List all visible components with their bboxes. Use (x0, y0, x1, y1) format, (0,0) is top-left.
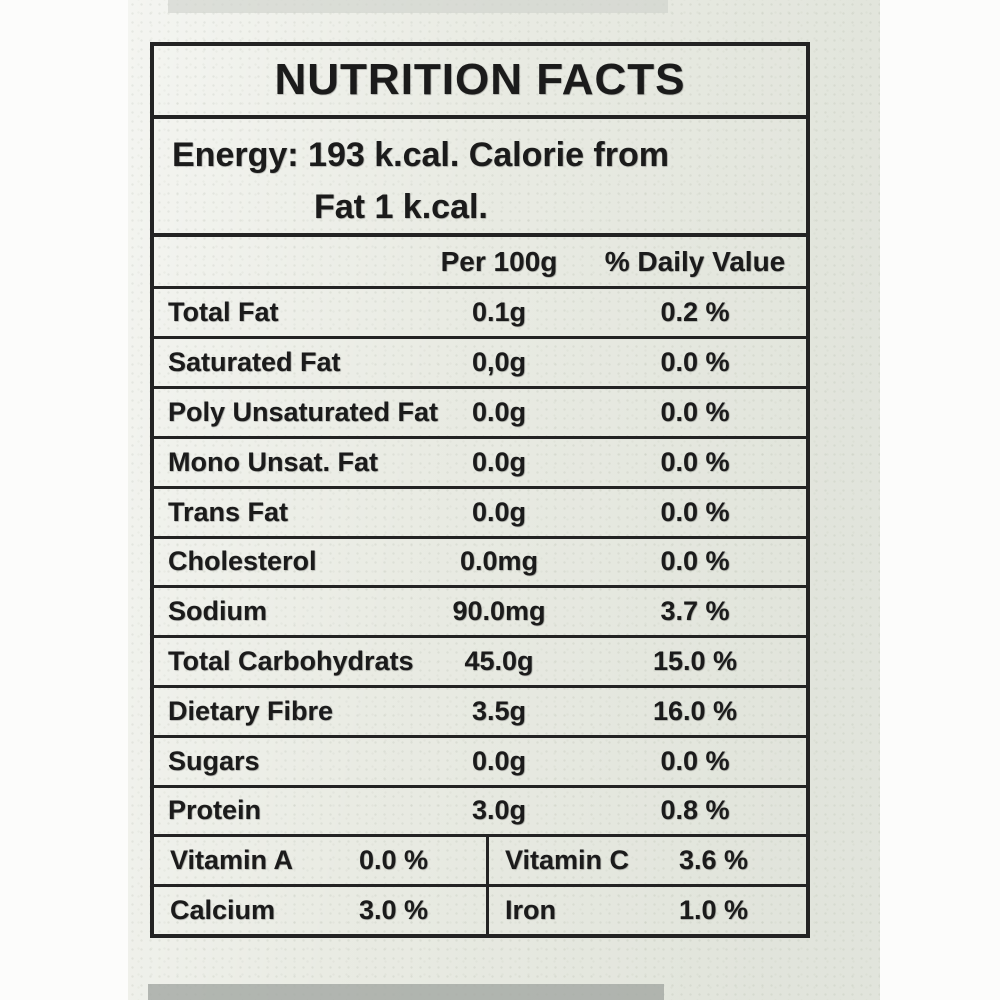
nutrient-amount: 90.0mg (452, 596, 546, 627)
table-row-sodium: Sodium 90.0mg 3.7 % (154, 588, 806, 639)
nutrient-daily-value: 0.0 % (660, 496, 730, 527)
nutrient-name: Saturated Fat (168, 347, 341, 378)
nutrient-name: Mono Unsat. Fat (168, 446, 378, 477)
micro-value: 1.0 % (678, 895, 748, 926)
nutrient-daily-value: 0.0 % (660, 745, 730, 776)
nutrient-amount: 0,0g (471, 347, 527, 378)
energy-line-2: Fat 1 k.cal. (314, 187, 488, 226)
energy-section: Energy: 193 k.cal. Calorie from Fat 1 k.… (154, 119, 806, 237)
micro-name: Vitamin C (505, 845, 630, 876)
nutrient-name: Total Fat (168, 297, 279, 328)
package-bottom-edge (148, 984, 664, 1000)
nutrient-daily-value: 0.0 % (660, 396, 730, 427)
micro-value: 3.6 % (678, 845, 748, 876)
package-surface (128, 0, 880, 1000)
table-row-sugars: Sugars 0.0g 0.0 % (154, 738, 806, 788)
nutrient-name: Sugars (168, 745, 260, 776)
nutrition-label: NUTRITION FACTS Energy: 193 k.cal. Calor… (150, 42, 810, 938)
table-row-total-carbohydrates: Total Carbohydrats 45.0g 15.0 % (154, 638, 806, 688)
header-per-100g: Per 100g (440, 245, 558, 277)
nutrient-name: Protein (168, 795, 262, 826)
nutrient-name: Poly Unsaturated Fat (168, 396, 439, 427)
nutrient-daily-value: 0.8 % (660, 795, 730, 826)
table-row-saturated-fat: Saturated Fat 0,0g 0.0 % (154, 339, 806, 390)
header-daily-value: % Daily Value (604, 245, 786, 277)
nutrient-amount: 0.0g (471, 496, 527, 527)
nutrient-amount: 45.0g (464, 646, 534, 677)
nutrient-amount: 0.0g (471, 396, 527, 427)
table-row-minerals: Calcium 3.0 % Iron 1.0 % (154, 887, 806, 935)
vitamin-c-cell: Vitamin C 3.6 % (486, 837, 806, 885)
table-row-dietary-fibre: Dietary Fibre 3.5g 16.0 % (154, 688, 806, 738)
nutrient-daily-value: 16.0 % (652, 695, 738, 726)
iron-cell: Iron 1.0 % (486, 887, 806, 935)
nutrient-daily-value: 3.7 % (660, 596, 730, 627)
nutrient-name: Dietary Fibre (168, 695, 334, 726)
micro-value: 3.0 % (358, 895, 428, 926)
table-row-cholesterol: Cholesterol 0.0mg 0.0 % (154, 539, 806, 589)
nutrient-amount: 0.0g (471, 745, 527, 776)
nutrient-name: Trans Fat (168, 496, 289, 527)
table-header-row: Per 100g % Daily Value (154, 237, 806, 290)
micro-name: Iron (505, 895, 556, 926)
nutrient-amount: 0.0g (471, 446, 527, 477)
nutrient-amount: 3.0g (471, 795, 527, 826)
calcium-cell: Calcium 3.0 % (154, 887, 486, 934)
nutrient-name: Total Carbohydrats (168, 646, 414, 677)
nutrient-daily-value: 15.0 % (652, 646, 738, 677)
nutrient-daily-value: 0.0 % (660, 446, 730, 477)
table-row-mono-unsat-fat: Mono Unsat. Fat 0.0g 0.0 % (154, 439, 806, 489)
label-title: NUTRITION FACTS (154, 46, 806, 119)
table-row-poly-unsaturated-fat: Poly Unsaturated Fat 0.0g 0.0 % (154, 389, 806, 439)
nutrient-daily-value: 0.0 % (660, 546, 730, 577)
table-row-vitamins: Vitamin A 0.0 % Vitamin C 3.6 % (154, 837, 806, 888)
nutrient-daily-value: 0.2 % (660, 297, 730, 328)
nutrient-name: Sodium (168, 596, 267, 627)
nutrient-amount: 0.1g (471, 297, 527, 328)
vitamin-a-cell: Vitamin A 0.0 % (154, 837, 486, 884)
micro-name: Calcium (170, 895, 276, 926)
nutrient-amount: 3.5g (471, 695, 527, 726)
table-row-protein: Protein 3.0g 0.8 % (154, 788, 806, 838)
nutrient-amount: 0.0mg (459, 546, 539, 577)
package-top-edge (168, 0, 668, 13)
table-row-trans-fat: Trans Fat 0.0g 0.0 % (154, 489, 806, 539)
energy-line-1: Energy: 193 k.cal. Calorie from (172, 135, 669, 174)
table-row-total-fat: Total Fat 0.1g 0.2 % (154, 289, 806, 340)
nutrient-name: Cholesterol (168, 546, 317, 577)
micro-name: Vitamin A (170, 845, 294, 876)
micro-value: 0.0 % (358, 845, 428, 876)
nutrient-daily-value: 0.0 % (660, 347, 730, 378)
